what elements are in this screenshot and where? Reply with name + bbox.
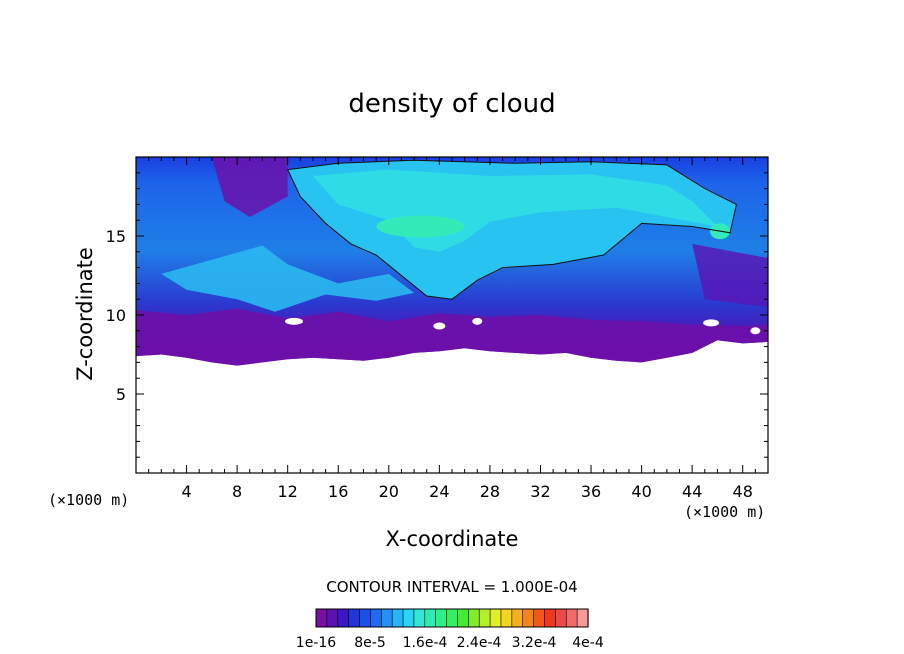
x-tick-label: 32 [530, 482, 550, 501]
x-tick-label: 20 [379, 482, 399, 501]
x-tick-label: 12 [278, 482, 298, 501]
contour-line [286, 159, 737, 300]
chart-title: density of cloud [348, 89, 555, 119]
x-tick-label: 28 [480, 482, 500, 501]
colorbar-swatch [565, 608, 578, 628]
x-axis-title: X-coordinate [386, 527, 519, 551]
colorbar-labels: 1e-16 8e-5 1.6e-4 2.4e-4 3.2e-4 4e-4 [296, 635, 604, 651]
dense-core [376, 215, 465, 238]
x-tick-label: 48 [733, 482, 753, 501]
x-tick-label: 44 [682, 482, 702, 501]
colorbar-swatch [468, 608, 480, 628]
x-axis: 4 8 12 16 20 24 28 32 36 40 44 48 [148, 157, 756, 501]
upper-patch [211, 157, 288, 218]
x-axis-unit: (×1000 m) [684, 503, 765, 521]
colorbar-swatch [446, 608, 459, 628]
colorbar-swatch [544, 608, 556, 628]
colorbar [315, 608, 589, 628]
colorbar-frame [315, 608, 589, 628]
colorbar-label: 2.4e-4 [457, 635, 502, 651]
gap [472, 317, 483, 325]
y-tick-label: 15 [106, 227, 126, 246]
colorbar-swatch [391, 608, 404, 628]
colorbar-label: 4e-4 [572, 635, 604, 651]
colorbar-swatch [511, 608, 524, 628]
contour-interval-label: CONTOUR INTERVAL = 1.000E-04 [326, 578, 577, 596]
colorbar-swatch [478, 608, 491, 628]
colorbar-swatch [402, 608, 415, 628]
x-tick-label: 40 [631, 482, 651, 501]
x-tick-label: 8 [232, 482, 242, 501]
y-tick-label: 10 [106, 306, 126, 325]
colorbar-swatch [413, 608, 426, 628]
colorbar-label: 1.6e-4 [403, 635, 448, 651]
y-tick-label: 5 [116, 385, 126, 404]
colorbar-swatch [435, 608, 448, 628]
colorbar-swatch [380, 608, 393, 628]
colorbar-swatch [500, 608, 513, 628]
y-axis-unit: (×1000 m) [48, 491, 129, 509]
right-patch [692, 243, 768, 308]
colorbar-swatch [457, 608, 469, 628]
y-axis-title: Z-coordinate [73, 247, 97, 381]
colorbar-swatch [370, 608, 382, 628]
colorbar-swatch [315, 608, 328, 628]
colorbar-swatch [337, 608, 350, 628]
x-tick-label: 24 [429, 482, 449, 501]
gap [433, 322, 446, 330]
gap [703, 319, 720, 327]
gap [285, 317, 303, 325]
colorbar-swatch [348, 608, 361, 628]
cloud-density-field [136, 157, 768, 366]
x-tick-label: 16 [328, 482, 348, 501]
colorbar-label: 3.2e-4 [512, 635, 557, 651]
colorbar-swatch [533, 608, 546, 628]
x-tick-label: 36 [581, 482, 601, 501]
colorbar-swatch [489, 608, 502, 628]
gap [750, 327, 761, 335]
colorbar-swatch [555, 608, 567, 628]
colorbar-swatch [576, 608, 589, 628]
mid-tongue [161, 245, 415, 312]
colorbar-swatch [359, 608, 371, 628]
colorbar-swatch [424, 608, 437, 628]
colorbar-swatch [326, 608, 339, 628]
colorbar-swatch [522, 608, 535, 628]
colorbar-label: 8e-5 [354, 635, 385, 651]
colorbar-label: 1e-16 [296, 635, 336, 651]
y-axis: 5 10 15 [106, 172, 768, 458]
x-tick-label: 4 [181, 482, 191, 501]
